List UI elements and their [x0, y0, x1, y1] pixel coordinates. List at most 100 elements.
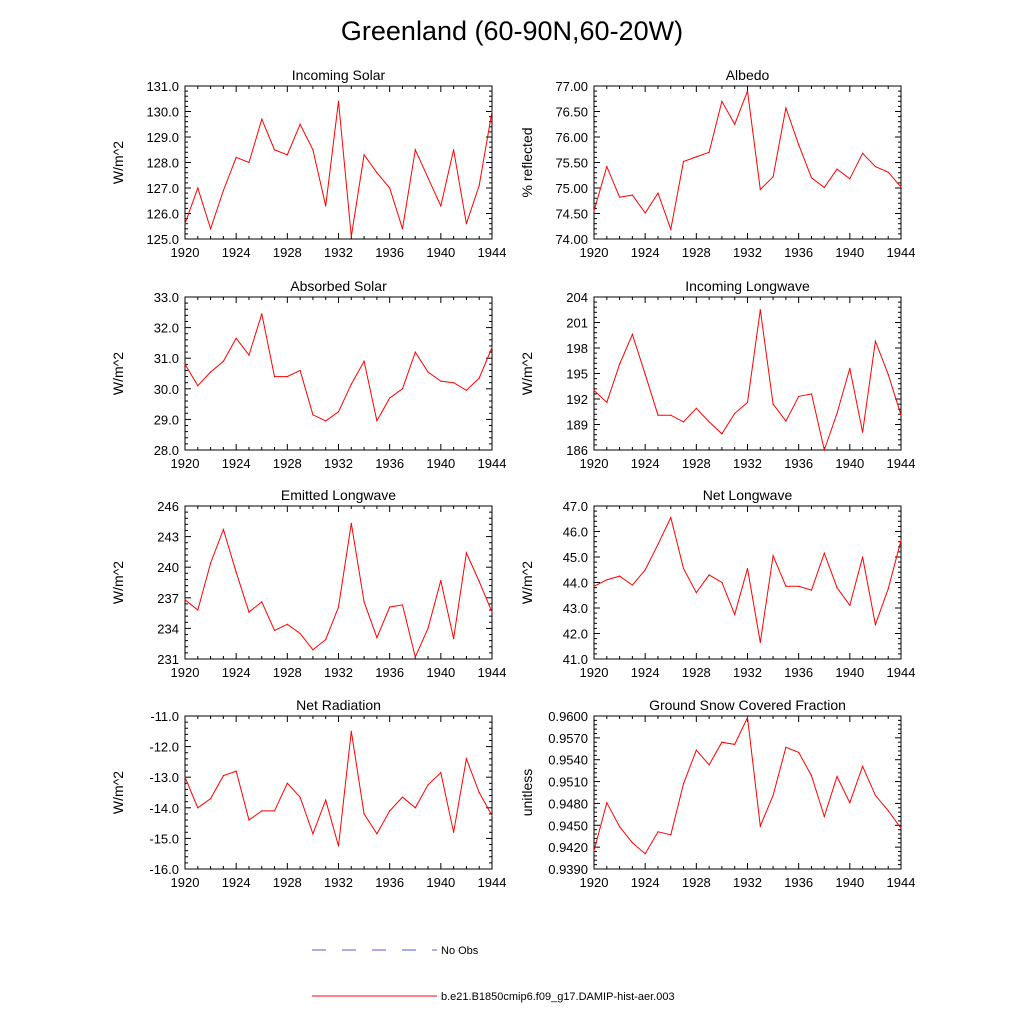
- data-point: [491, 611, 492, 612]
- plot-frame: [185, 86, 492, 239]
- plot-frame: [185, 506, 492, 659]
- data-point: [248, 355, 249, 356]
- x-tick-label: 1932: [733, 875, 762, 890]
- data-point: [287, 376, 288, 377]
- panel-net-longwave: Net Longwave W/m^2 1920 1924 1928 1932 1936 194…: [519, 487, 915, 680]
- data-point: [184, 777, 185, 778]
- data-point: [363, 154, 364, 155]
- y-tick-label: 243: [157, 530, 179, 545]
- data-point: [210, 798, 211, 799]
- data-point: [798, 396, 799, 397]
- data-point: [888, 588, 889, 589]
- x-tick-label: 1936: [784, 456, 813, 471]
- data-point: [593, 850, 594, 851]
- y-tick-label: 0.9510: [548, 775, 588, 790]
- data-point: [849, 802, 850, 803]
- panel-title: Net Longwave: [703, 487, 793, 503]
- data-point: [619, 576, 620, 577]
- data-point: [197, 385, 198, 386]
- x-tick-label: 1928: [682, 245, 711, 260]
- data-point: [811, 590, 812, 591]
- data-point: [236, 338, 237, 339]
- data-point: [875, 166, 876, 167]
- x-tick-label: 1920: [580, 665, 609, 680]
- data-point: [798, 752, 799, 753]
- x-tick-label: 1936: [375, 456, 404, 471]
- panel-emitted-longwave: Emitted Longwave W/m^2 1920 1924 1928 1932 193…: [110, 487, 506, 680]
- data-point: [593, 210, 594, 211]
- panel-title: Incoming Longwave: [685, 278, 810, 294]
- data-point: [657, 193, 658, 194]
- panel-title: Albedo: [726, 67, 770, 83]
- data-point: [197, 807, 198, 808]
- data-point: [223, 190, 224, 191]
- y-tick-label: 43.0: [563, 601, 588, 616]
- x-tick-label: 1920: [580, 456, 609, 471]
- x-tick-label: 1928: [273, 665, 302, 680]
- panel-ground-snow-covered-fraction: Ground Snow Covered Fraction unitless 1920…: [519, 697, 915, 890]
- x-tick-label: 1944: [478, 665, 507, 680]
- data-point: [453, 149, 454, 150]
- y-tick-label: 231: [157, 652, 179, 667]
- data-point: [287, 783, 288, 784]
- data-point: [632, 195, 633, 196]
- data-point: [849, 368, 850, 369]
- data-point: [351, 384, 352, 385]
- data-point: [824, 449, 825, 450]
- data-point: [427, 628, 428, 629]
- series-line: [594, 310, 901, 450]
- data-point: [261, 119, 262, 120]
- data-point: [747, 402, 748, 403]
- x-tick-label: 1932: [733, 456, 762, 471]
- x-tick-label: 1924: [222, 665, 251, 680]
- x-tick-label: 1920: [171, 245, 200, 260]
- x-tick-label: 1936: [784, 245, 813, 260]
- data-point: [836, 776, 837, 777]
- data-point: [312, 414, 313, 415]
- y-axis-label: W/m^2: [110, 141, 126, 184]
- data-point: [619, 364, 620, 365]
- figure-canvas: Greenland (60-90N,60-20W) Incoming Solar…: [0, 0, 1024, 1024]
- y-tick-label: 0.9390: [548, 862, 588, 877]
- y-tick-label: 45.0: [563, 550, 588, 565]
- y-tick-label: 0.9450: [548, 818, 588, 833]
- data-point: [376, 420, 377, 421]
- data-point: [440, 580, 441, 581]
- series-line: [185, 101, 492, 236]
- data-point: [402, 228, 403, 229]
- data-point: [184, 223, 185, 224]
- x-tick-label: 1940: [835, 875, 864, 890]
- data-point: [645, 853, 646, 854]
- data-point: [325, 205, 326, 206]
- data-point: [363, 601, 364, 602]
- x-tick-label: 1932: [324, 245, 353, 260]
- x-tick-label: 1928: [273, 456, 302, 471]
- x-tick-label: 1924: [222, 245, 251, 260]
- x-tick-label: 1940: [835, 665, 864, 680]
- y-tick-label: -16.0: [149, 862, 179, 877]
- y-tick-label: 195: [566, 367, 588, 382]
- plot-frame: [594, 297, 901, 450]
- data-point: [657, 415, 658, 416]
- data-point: [849, 178, 850, 179]
- legend-run-label: b.e21.B1850cmip6.f09_g17.DAMIP-hist-aer.…: [441, 991, 675, 1003]
- data-point: [900, 186, 901, 187]
- data-point: [261, 313, 262, 314]
- data-point: [197, 609, 198, 610]
- y-tick-label: 29.0: [154, 412, 179, 427]
- data-point: [274, 630, 275, 631]
- data-point: [248, 819, 249, 820]
- data-point: [862, 766, 863, 767]
- panel-title: Net Radiation: [296, 697, 381, 713]
- x-tick-label: 1920: [171, 875, 200, 890]
- y-tick-label: 0.9600: [548, 709, 588, 724]
- data-point: [593, 390, 594, 391]
- data-point: [734, 614, 735, 615]
- data-point: [389, 810, 390, 811]
- data-point: [785, 747, 786, 748]
- x-tick-label: 1936: [375, 875, 404, 890]
- data-point: [657, 831, 658, 832]
- data-point: [210, 371, 211, 372]
- data-point: [900, 540, 901, 541]
- data-point: [836, 413, 837, 414]
